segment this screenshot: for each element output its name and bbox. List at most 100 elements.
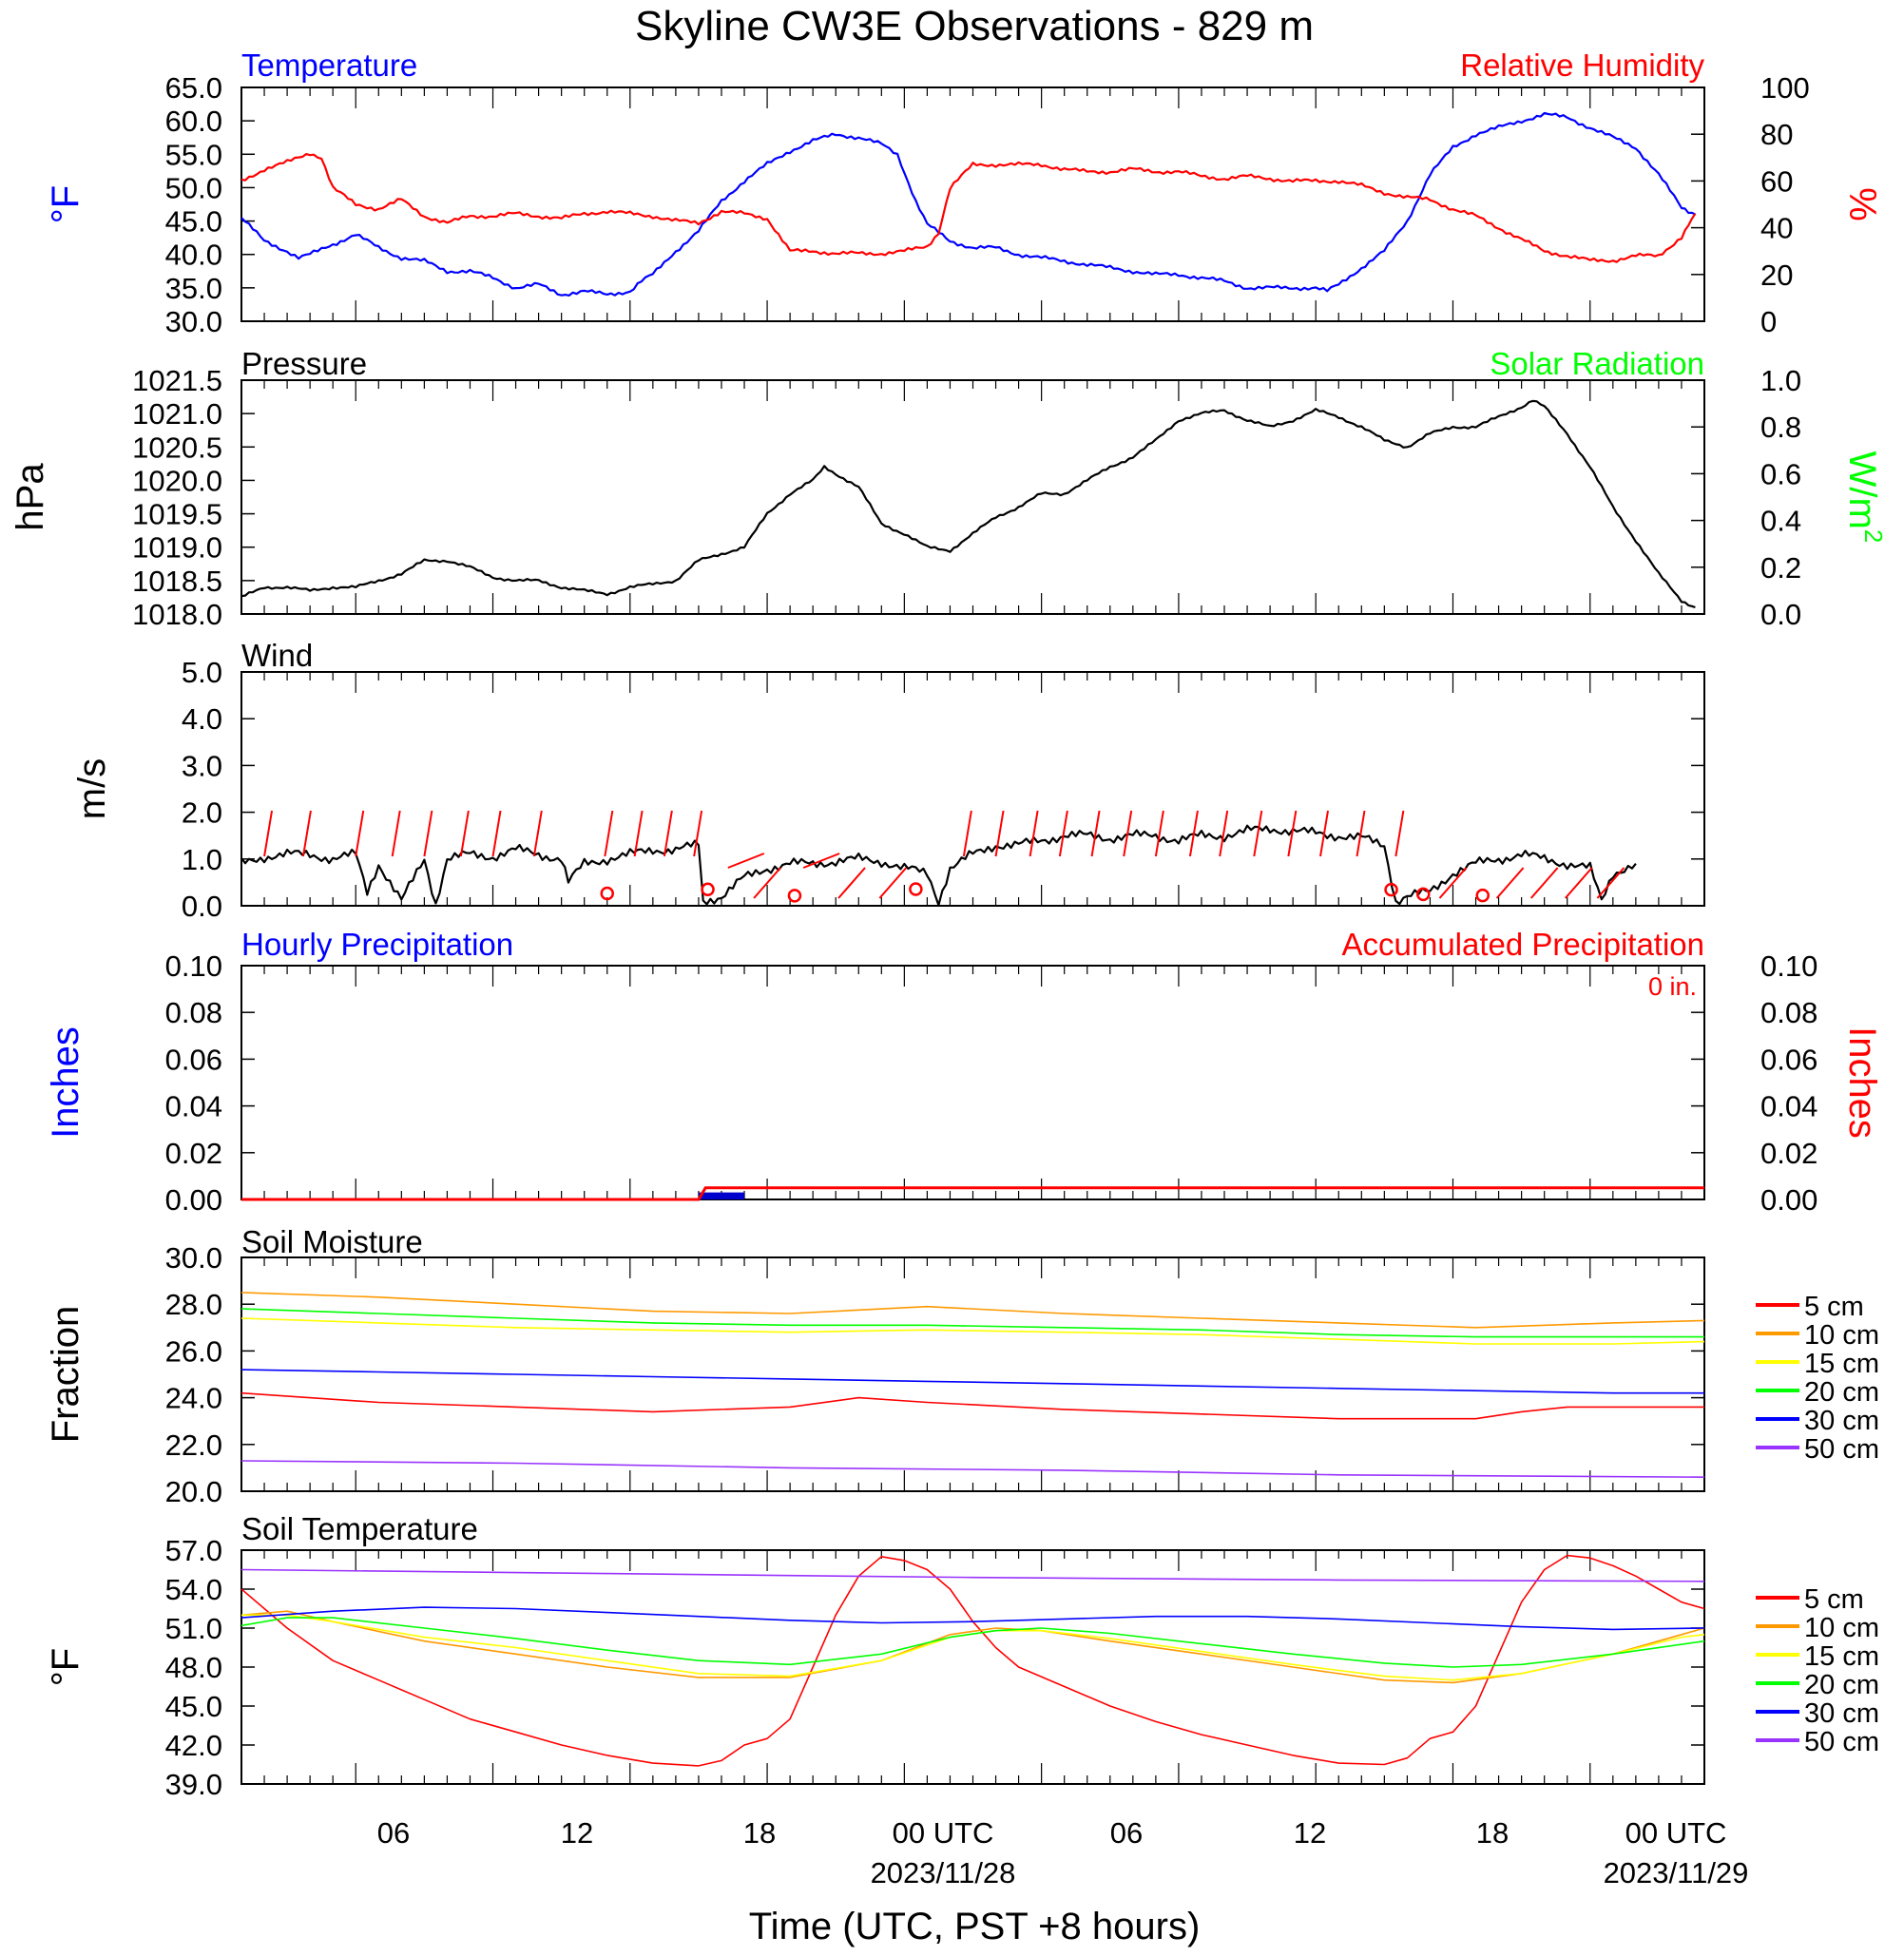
x-tick-label: 18 bbox=[1476, 1816, 1509, 1850]
y-tick-label: 20 bbox=[1760, 259, 1793, 292]
wind-barb bbox=[532, 810, 543, 857]
y-tick-label: 57.0 bbox=[165, 1534, 222, 1567]
wind-barb bbox=[491, 810, 502, 857]
x-tick-label: 06 bbox=[1110, 1816, 1143, 1850]
panel-frame bbox=[240, 86, 1705, 322]
wind-barb bbox=[355, 810, 365, 857]
series-line bbox=[240, 1460, 1705, 1478]
y-tick-label: 0.08 bbox=[1760, 996, 1817, 1029]
legend-label: 15 cm bbox=[1804, 1349, 1879, 1379]
wind-barb bbox=[633, 810, 644, 857]
series-line bbox=[240, 1606, 1705, 1631]
wind-barb bbox=[878, 867, 908, 899]
y-tick-label: 48.0 bbox=[165, 1651, 222, 1684]
y-tick-label: 1021.0 bbox=[132, 397, 222, 431]
y-tick-label: 0 bbox=[1760, 305, 1777, 338]
plot bbox=[240, 380, 1696, 614]
y-tick-label: 60.0 bbox=[165, 105, 222, 138]
y-tick-label: 24.0 bbox=[165, 1382, 222, 1415]
y-tick-label: 0.4 bbox=[1760, 505, 1801, 538]
series-line bbox=[240, 1610, 1705, 1684]
wind-barb bbox=[1188, 810, 1199, 857]
wind-barb bbox=[1029, 810, 1039, 857]
y-tick-label: 1021.5 bbox=[132, 364, 222, 397]
y-tick-label: 65.0 bbox=[165, 71, 222, 105]
x-tick-label: 12 bbox=[1294, 1816, 1326, 1850]
panel-wind: Wind 5.0 4.0 3.0 2.0 1.0 0.0 m/s bbox=[71, 638, 1705, 923]
wind-barb bbox=[423, 810, 433, 857]
series-line bbox=[240, 111, 1696, 297]
panel-title-wind: Wind bbox=[241, 638, 313, 673]
panel-title-pressure: Pressure bbox=[241, 346, 367, 381]
panel-title-relative-humidity: Relative Humidity bbox=[1460, 48, 1704, 83]
y-tick-label: 1019.5 bbox=[132, 498, 222, 531]
yticks-right: 0.10 0.08 0.06 0.04 0.02 0.00 bbox=[1691, 949, 1817, 1217]
y-tick-label: 0.00 bbox=[165, 1183, 222, 1217]
wind-barb bbox=[1253, 810, 1263, 857]
y-tick-label: 0.02 bbox=[165, 1137, 222, 1170]
panel-soil-temperature: Soil Temperature 57.0 54.0 51.0 48.0 45.0 42.… bbox=[45, 1511, 1879, 1801]
x-tick-label: 00 UTC bbox=[893, 1816, 994, 1850]
y-tick-label: 1018.0 bbox=[132, 598, 222, 631]
wind-barb bbox=[301, 810, 312, 857]
yticks-left: 5.0 4.0 3.0 2.0 1.0 0.0 bbox=[182, 656, 1704, 923]
y-tick-label: 0.02 bbox=[1760, 1137, 1817, 1170]
y-tick-label: 0.10 bbox=[165, 949, 222, 983]
accumulated-line bbox=[241, 1186, 1704, 1201]
series-line bbox=[240, 1568, 1705, 1582]
series-line bbox=[240, 153, 1697, 263]
yticks-right: 1.0 0.8 0.6 0.4 0.2 0.0 bbox=[1691, 364, 1801, 631]
y-tick-label: 0.04 bbox=[1760, 1090, 1817, 1123]
panel-pressure: Pressure Solar Radiation 1021.51021.0102… bbox=[10, 346, 1888, 631]
wind-barb bbox=[1319, 810, 1329, 857]
legend-label: 15 cm bbox=[1804, 1641, 1879, 1672]
legend-label: 5 cm bbox=[1804, 1292, 1864, 1322]
yticks-left: 65.060.055.050.045.040.035.030.0 bbox=[165, 71, 255, 338]
panel-frame bbox=[240, 1549, 1705, 1785]
y-tick-label: 22.0 bbox=[165, 1429, 222, 1462]
plot bbox=[240, 966, 1704, 1201]
ylabel-temperature: °F bbox=[45, 185, 87, 223]
wind-barb bbox=[1394, 810, 1405, 857]
y-tick-label: 0.0 bbox=[1760, 598, 1801, 631]
y-tick-label: 45.0 bbox=[165, 1690, 222, 1723]
x-date-label: 2023/11/29 bbox=[1604, 1856, 1749, 1889]
wind-barb bbox=[263, 810, 274, 857]
ylabel-wind: m/s bbox=[71, 758, 113, 819]
y-tick-label: 30.0 bbox=[165, 305, 222, 338]
y-tick-label: 0.0 bbox=[182, 890, 222, 923]
wind-barb bbox=[727, 853, 765, 869]
y-tick-label: 35.0 bbox=[165, 272, 222, 305]
panel-frame bbox=[240, 671, 1705, 907]
calm-circle bbox=[1384, 882, 1398, 897]
y-tick-label: 55.0 bbox=[165, 138, 222, 171]
y-tick-label: 30.0 bbox=[165, 1241, 222, 1275]
wind-barb bbox=[1438, 867, 1468, 899]
wind-barb bbox=[604, 810, 614, 857]
legend-label: 30 cm bbox=[1804, 1698, 1879, 1729]
series-line bbox=[240, 1292, 1705, 1329]
y-tick-label: 0.6 bbox=[1760, 457, 1801, 490]
legend-label: 10 cm bbox=[1804, 1320, 1879, 1351]
plot bbox=[240, 672, 1683, 907]
wind-barb bbox=[1529, 867, 1559, 899]
yticks-left: 0.10 0.08 0.06 0.04 0.02 0.00 bbox=[165, 949, 255, 1217]
y-tick-label: 60 bbox=[1760, 164, 1793, 198]
wind-barb bbox=[693, 810, 703, 857]
y-tick-label: 1019.0 bbox=[132, 531, 222, 565]
precip-bar bbox=[698, 1192, 721, 1199]
y-tick-label: 0.00 bbox=[1760, 1183, 1817, 1217]
panel-temperature-humidity: Temperature Relative Humidity 65.060.055… bbox=[45, 48, 1883, 338]
ylabel-pressure: hPa bbox=[10, 463, 51, 531]
y-tick-label: 100 bbox=[1760, 71, 1810, 105]
wind-barb bbox=[663, 810, 673, 857]
plot bbox=[240, 1257, 1705, 1491]
panel-frame bbox=[240, 379, 1705, 615]
y-tick-label: 50.0 bbox=[165, 171, 222, 204]
series-line bbox=[240, 1554, 1705, 1767]
x-date-label: 2023/11/28 bbox=[871, 1856, 1016, 1889]
wind-barb bbox=[1058, 810, 1068, 857]
ylabel-solar-radiation: W/m2 bbox=[1841, 451, 1888, 544]
y-tick-label: 40.0 bbox=[165, 239, 222, 272]
